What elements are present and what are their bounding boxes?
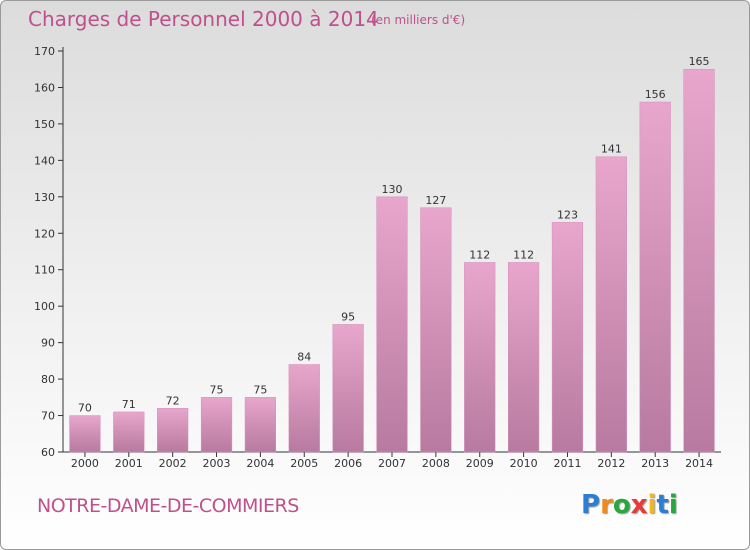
y-tick-label: 170 — [34, 45, 55, 58]
y-tick-label: 60 — [41, 446, 55, 459]
bar-value-label: 75 — [253, 383, 267, 396]
y-tick-label: 120 — [34, 227, 55, 240]
x-tick-label: 2001 — [115, 457, 143, 470]
x-tick-label: 2008 — [422, 457, 450, 470]
bar — [595, 156, 627, 453]
bar-value-label: 112 — [469, 248, 490, 261]
bar-value-label: 95 — [341, 310, 355, 323]
bar — [157, 408, 189, 453]
bar-value-label: 112 — [513, 248, 534, 261]
chart-labels: 70 2000 71 2001 72 2002 75 2003 75 2004 84 2005 95 20… — [71, 55, 713, 470]
bar-value-label: 130 — [382, 183, 403, 196]
logo-letter: i — [647, 490, 657, 520]
x-tick-label: 2002 — [159, 457, 187, 470]
chart-axes: 60 70 80 90 100 110 120 130 140 150 160 170 — [34, 45, 721, 459]
bar — [420, 207, 452, 453]
bar — [200, 397, 233, 453]
x-tick-label: 2010 — [510, 457, 538, 470]
logo-letter: o — [612, 490, 631, 520]
x-tick-label: 2013 — [641, 457, 669, 470]
proxiti-logo: Proxiti — [581, 490, 678, 520]
logo-letter: P — [581, 490, 601, 520]
bar-value-label: 70 — [78, 402, 92, 415]
x-tick-label: 2007 — [378, 457, 406, 470]
y-tick-label: 70 — [41, 410, 55, 423]
x-tick-label: 2004 — [246, 457, 274, 470]
x-tick-label: 2005 — [290, 457, 318, 470]
bar — [113, 411, 145, 453]
y-tick-label: 80 — [41, 373, 55, 386]
y-tick-label: 160 — [34, 81, 55, 94]
commune-name: NOTRE-DAME-DE-COMMIERS — [37, 495, 299, 517]
x-tick-label: 2003 — [203, 457, 231, 470]
y-tick-label: 100 — [34, 300, 55, 313]
x-tick-label: 2014 — [685, 457, 713, 470]
chart-subtitle: (en milliers d'€) — [371, 13, 466, 27]
logo-letter: x — [630, 490, 648, 520]
bar — [376, 196, 408, 453]
bar-value-label: 72 — [166, 394, 180, 407]
bar-value-label: 84 — [297, 351, 311, 364]
logo-letter: i — [668, 490, 678, 520]
logo-letter: t — [656, 490, 669, 520]
bar — [464, 262, 496, 453]
x-tick-label: 2012 — [597, 457, 625, 470]
bar — [683, 68, 715, 453]
bar — [332, 324, 364, 453]
bar — [507, 262, 540, 453]
y-tick-label: 90 — [41, 337, 55, 350]
x-tick-label: 2009 — [466, 457, 494, 470]
x-tick-label: 2006 — [334, 457, 362, 470]
x-tick-label: 2000 — [71, 457, 99, 470]
chart-title: Charges de Personnel 2000 à 2014 — [28, 7, 379, 31]
bar-value-label: 127 — [425, 194, 446, 207]
bar — [639, 101, 671, 453]
logo-letter: r — [600, 490, 613, 520]
bar — [288, 364, 320, 453]
bar-value-label: 141 — [601, 143, 622, 156]
y-tick-label: 130 — [34, 191, 55, 204]
y-tick-label: 110 — [34, 264, 55, 277]
x-tick-label: 2011 — [553, 457, 581, 470]
bar — [551, 222, 584, 453]
bar-value-label: 71 — [122, 398, 136, 411]
bar — [69, 415, 101, 453]
chart-bars — [69, 68, 715, 453]
bar-value-label: 75 — [210, 383, 224, 396]
bar-value-label: 123 — [557, 208, 578, 221]
y-tick-label: 140 — [34, 154, 55, 167]
bar-value-label: 165 — [689, 55, 710, 68]
bar — [244, 397, 277, 453]
bar-value-label: 156 — [645, 88, 666, 101]
y-tick-label: 150 — [34, 118, 55, 131]
